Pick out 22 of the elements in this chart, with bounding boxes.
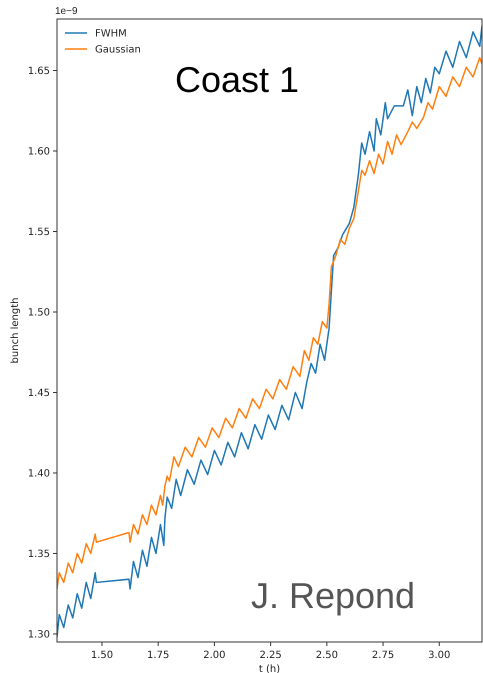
y-tick-label: 1.50: [28, 307, 50, 318]
y-axis-title: bunch length: [10, 298, 21, 364]
x-tick-label: 2.00: [203, 650, 226, 661]
annotation: Coast 1: [174, 59, 300, 100]
x-tick-label: 2.75: [372, 650, 394, 661]
y-tick-label: 1.65: [28, 66, 50, 78]
legend-label: FWHM: [95, 28, 127, 40]
y-tick-label: 1.35: [28, 548, 50, 560]
y-tick-label: 1.30: [28, 629, 50, 640]
y-tick-label: 1.60: [28, 146, 50, 158]
text: 1e−9: [55, 6, 78, 17]
legend-label: Gaussian: [95, 44, 141, 56]
y-tick-label: 1.55: [28, 226, 50, 238]
x-tick-label: 1.50: [90, 650, 114, 661]
x-tick-label: 3.00: [428, 650, 450, 661]
x-tick-label: 2.25: [259, 650, 282, 661]
y-tick-label: 1.45: [28, 388, 50, 399]
x-axis-title: t (h): [258, 664, 280, 673]
x-tick-label: 1.75: [147, 650, 170, 661]
annotation: J. Repond: [250, 575, 416, 616]
x-tick-label: 2.50: [316, 650, 338, 661]
y-tick-label: 1.40: [28, 468, 50, 480]
